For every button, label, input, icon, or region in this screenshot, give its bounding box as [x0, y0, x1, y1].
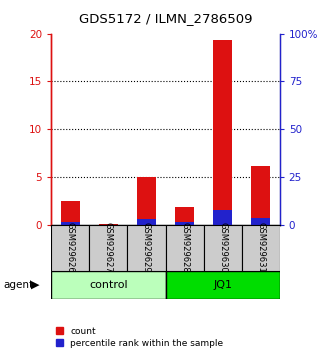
Text: GDS5172 / ILMN_2786509: GDS5172 / ILMN_2786509 [79, 12, 252, 25]
Bar [51, 225, 89, 271]
Legend: count, percentile rank within the sample: count, percentile rank within the sample [56, 327, 223, 348]
Text: ▶: ▶ [30, 280, 39, 290]
Bar [251, 218, 270, 225]
Bar [242, 225, 280, 271]
Bar [204, 225, 242, 271]
Bar [251, 166, 270, 225]
Text: JQ1: JQ1 [213, 280, 232, 290]
Bar [137, 219, 156, 225]
Text: GSM929629: GSM929629 [142, 222, 151, 273]
Bar [89, 225, 127, 271]
Text: GSM929628: GSM929628 [180, 222, 189, 273]
Bar [213, 40, 232, 225]
Bar [175, 207, 194, 225]
Text: GSM929626: GSM929626 [66, 222, 75, 273]
Bar [51, 271, 166, 299]
Bar [166, 271, 280, 299]
Bar [213, 210, 232, 225]
Text: GSM929630: GSM929630 [218, 222, 227, 273]
Bar [61, 223, 80, 225]
Bar [166, 225, 204, 271]
Bar [127, 225, 166, 271]
Bar [137, 177, 156, 225]
Bar [99, 224, 118, 225]
Text: GSM929631: GSM929631 [256, 222, 265, 273]
Text: control: control [89, 280, 128, 290]
Text: agent: agent [3, 280, 33, 290]
Bar [61, 201, 80, 225]
Bar [175, 223, 194, 225]
Text: GSM929627: GSM929627 [104, 222, 113, 273]
